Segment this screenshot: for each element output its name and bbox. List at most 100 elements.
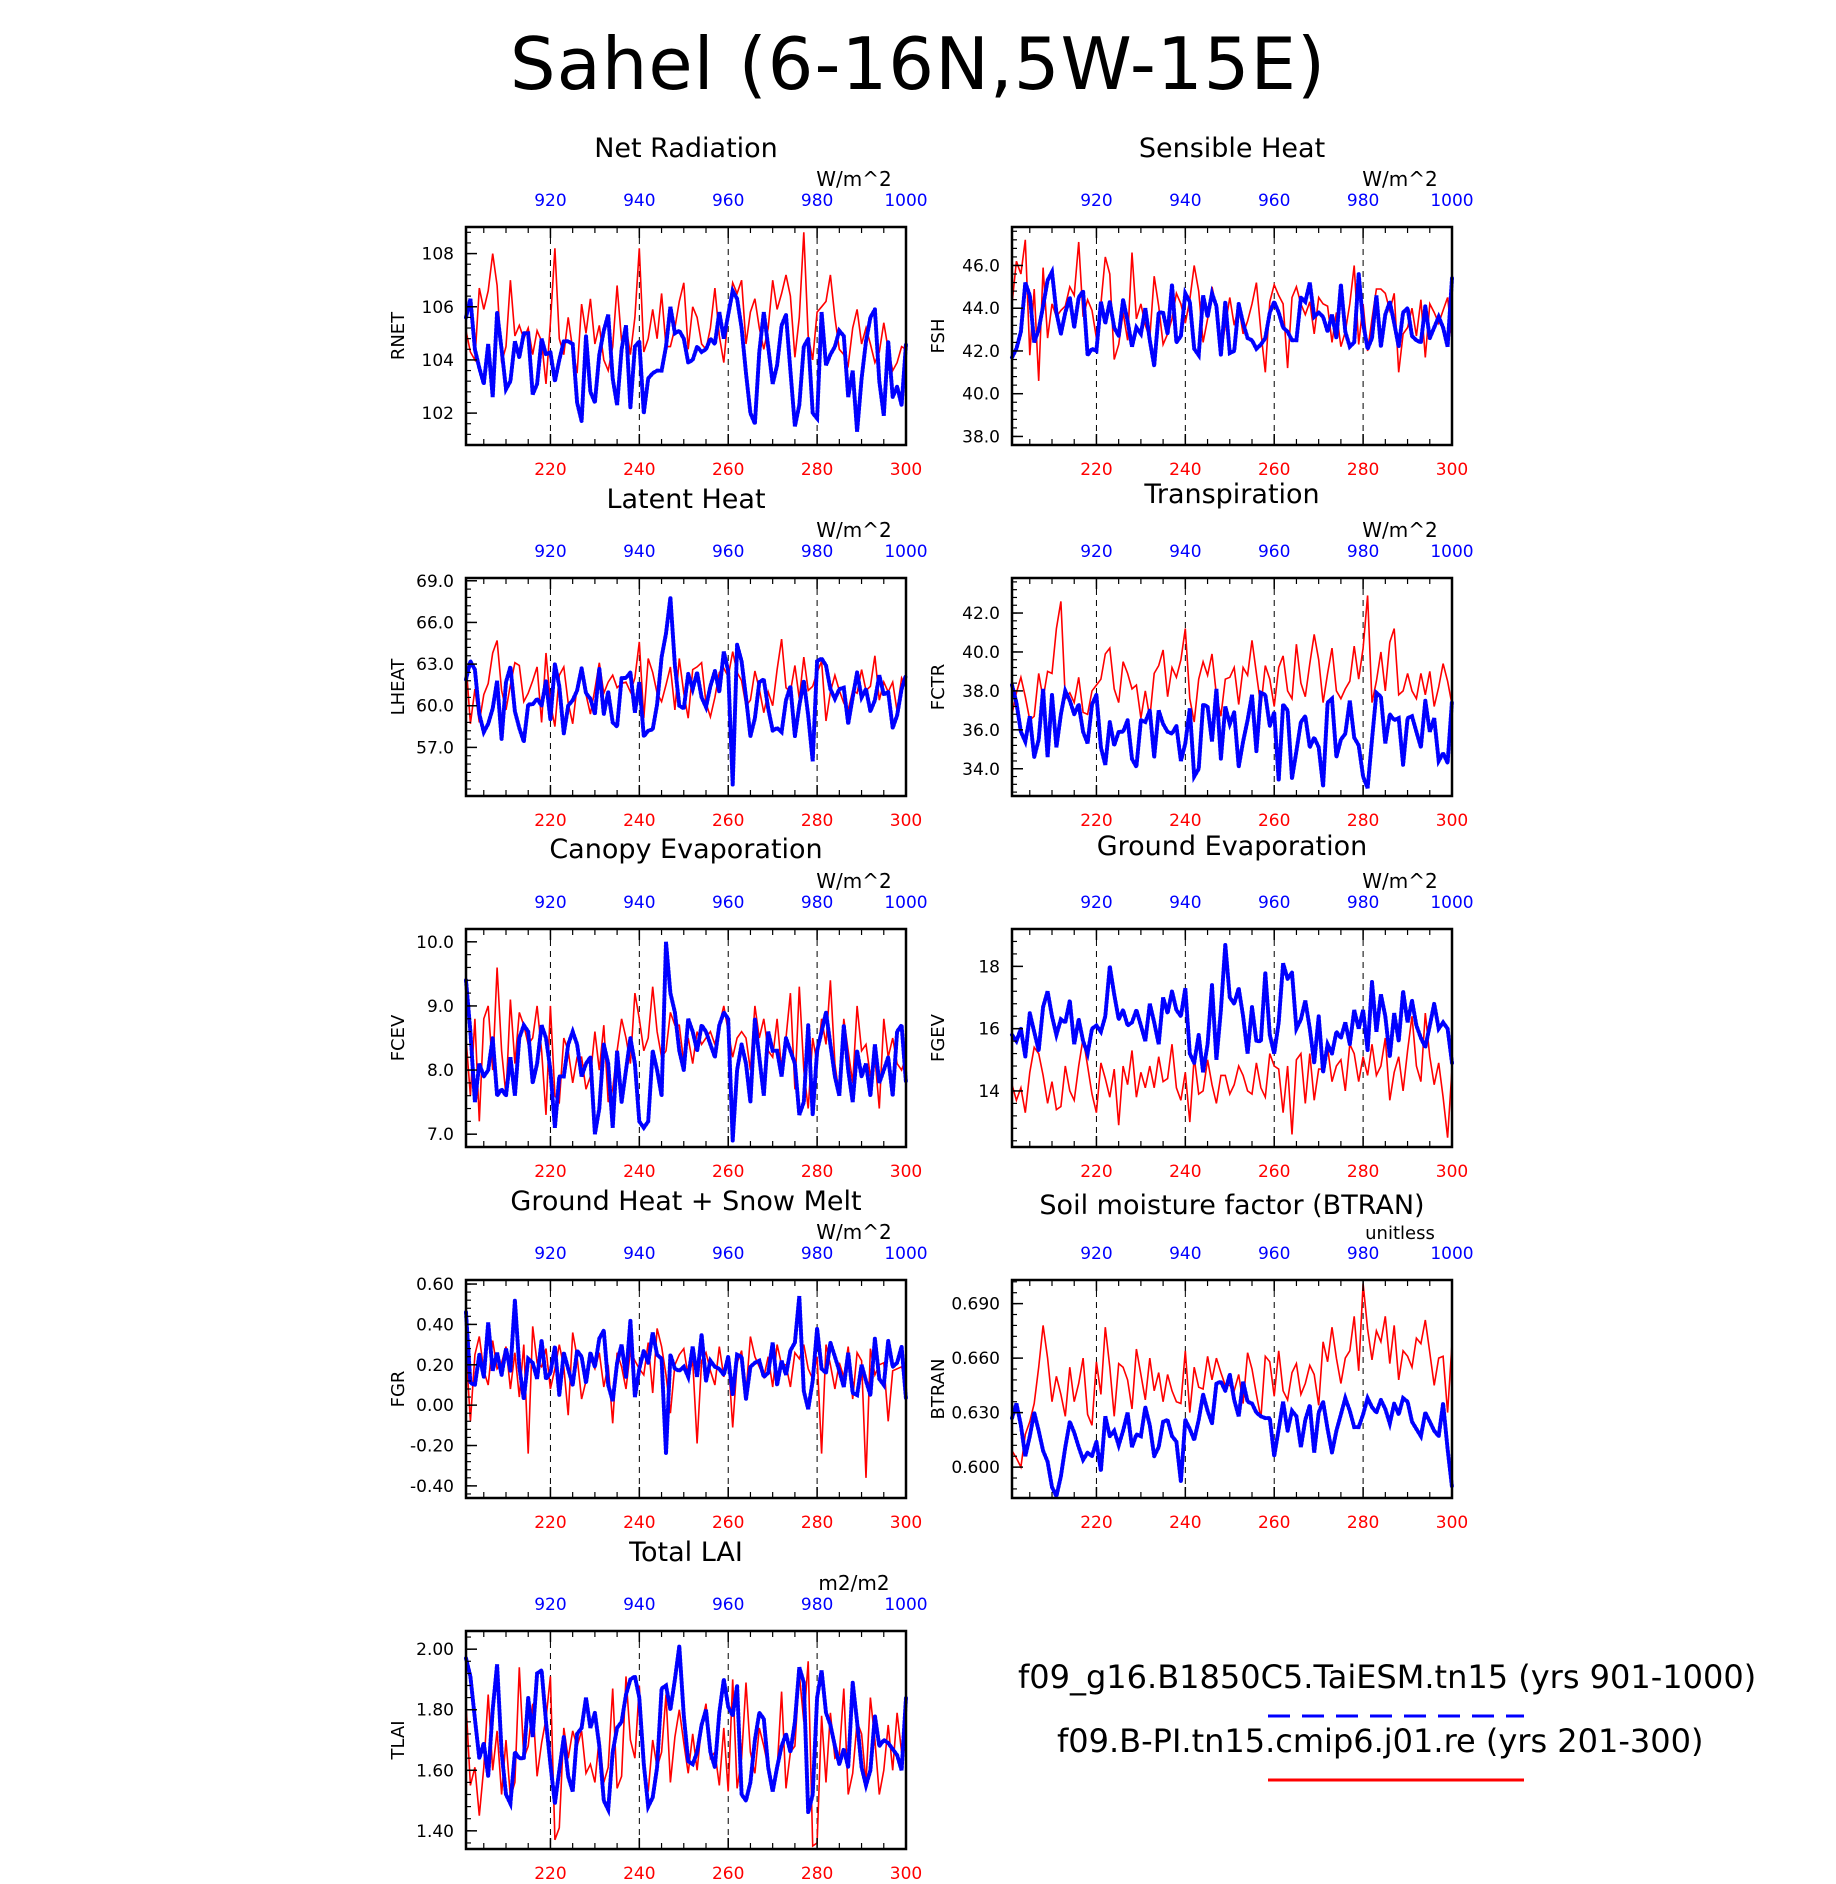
x-tick-label-bottom: 280 xyxy=(1347,1513,1379,1533)
x-tick-label-bottom: 240 xyxy=(623,460,655,480)
x-tick-label-top: 960 xyxy=(712,1595,744,1615)
legend-label-run1: f09_g16.B1850C5.TaiESM.tn15 (yrs 901-100… xyxy=(1018,1658,1757,1696)
page-title: Sahel (6-16N,5W-15E) xyxy=(509,22,1327,106)
x-tick-label-top: 980 xyxy=(1347,542,1379,562)
x-tick-label-bottom: 240 xyxy=(623,811,655,831)
units-label: W/m^2 xyxy=(816,869,891,893)
x-tick-label-top: 1000 xyxy=(1430,893,1473,913)
x-tick-label-bottom: 300 xyxy=(1436,460,1468,480)
x-tick-label-bottom: 260 xyxy=(712,1864,744,1884)
x-tick-label-top: 1000 xyxy=(884,542,927,562)
x-tick-label-bottom: 280 xyxy=(1347,811,1379,831)
x-tick-label-bottom: 240 xyxy=(1169,1162,1201,1182)
legend-label-run2: f09.B-PI.tn15.cmip6.j01.re (yrs 201-300) xyxy=(1057,1722,1704,1760)
x-tick-label-top: 920 xyxy=(1080,1244,1112,1264)
units-label: m2/m2 xyxy=(818,1571,889,1595)
y-tick-label: 10.0 xyxy=(416,933,454,953)
units-label: W/m^2 xyxy=(1362,518,1437,542)
y-axis-label: FCTR xyxy=(928,664,949,710)
x-tick-label-top: 980 xyxy=(801,542,833,562)
y-axis-label: BTRAN xyxy=(928,1359,949,1420)
x-tick-label-bottom: 220 xyxy=(534,1162,566,1182)
units-label: W/m^2 xyxy=(816,518,891,542)
x-tick-label-top: 940 xyxy=(1169,893,1201,913)
y-tick-label: 40.0 xyxy=(962,643,1000,663)
x-tick-label-top: 980 xyxy=(801,1244,833,1264)
x-tick-label-top: 960 xyxy=(1258,542,1290,562)
x-tick-label-bottom: 220 xyxy=(1080,460,1112,480)
x-tick-label-bottom: 240 xyxy=(1169,811,1201,831)
x-tick-label-top: 920 xyxy=(534,542,566,562)
series-line-blue xyxy=(464,597,908,785)
units-label: W/m^2 xyxy=(1362,869,1437,893)
x-tick-label-bottom: 300 xyxy=(890,811,922,831)
series-line-blue xyxy=(464,1645,908,1818)
y-tick-label: 66.0 xyxy=(416,613,454,633)
series-line-blue xyxy=(1010,1373,1454,1503)
x-tick-label-bottom: 220 xyxy=(1080,1162,1112,1182)
chart-title: Latent Heat xyxy=(606,484,765,515)
y-tick-label: 0.630 xyxy=(951,1404,1000,1424)
series-line-blue xyxy=(1010,944,1454,1073)
plot-frame xyxy=(464,1278,908,1500)
x-tick-label-bottom: 220 xyxy=(534,1864,566,1884)
legend-entry-run2: f09.B-PI.tn15.cmip6.j01.re (yrs 201-300) xyxy=(1057,1722,1703,1760)
chart-panel-fcev: Canopy Evaporation 7.0 8.0 9.0 10.0 FCEV 220 24… xyxy=(388,834,928,1182)
y-tick-label: 38.0 xyxy=(962,682,1000,702)
x-tick-label-bottom: 260 xyxy=(1258,460,1290,480)
chart-panel-btran: Soil moisture factor (BTRAN) 0.600 0.630 0.… xyxy=(928,1190,1474,1533)
y-tick-label: 42.0 xyxy=(962,604,1000,624)
y-tick-label: 1.80 xyxy=(416,1701,454,1721)
x-tick-label-top: 940 xyxy=(623,542,655,562)
x-tick-label-bottom: 220 xyxy=(1080,811,1112,831)
chart-panel-fgr: Ground Heat + Snow Melt -0.40 -0.20 0.00 0.2… xyxy=(388,1186,928,1533)
y-tick-label: 16 xyxy=(978,1020,1000,1040)
x-tick-label-bottom: 240 xyxy=(1169,1513,1201,1533)
y-tick-label: -0.40 xyxy=(410,1477,454,1497)
series-line-red xyxy=(465,232,907,384)
x-tick-label-bottom: 240 xyxy=(1169,460,1201,480)
y-tick-label: 44.0 xyxy=(962,299,1000,319)
y-tick-label: 7.0 xyxy=(427,1125,454,1145)
y-tick-label: 38.0 xyxy=(962,427,1000,447)
y-axis-label: FSH xyxy=(928,319,949,354)
y-tick-label: 0.20 xyxy=(416,1356,454,1376)
x-tick-label-bottom: 300 xyxy=(890,1864,922,1884)
x-tick-label-bottom: 260 xyxy=(1258,811,1290,831)
y-tick-label: 57.0 xyxy=(416,738,454,758)
chart-panel-fctr: Transpiration 34.0 36.0 38.0 40.0 42.0 FCTR 220… xyxy=(928,479,1474,831)
x-tick-label-bottom: 260 xyxy=(1258,1162,1290,1182)
x-tick-label-top: 920 xyxy=(534,1595,566,1615)
plot-frame xyxy=(1010,576,1454,798)
x-tick-label-bottom: 300 xyxy=(1436,1162,1468,1182)
x-tick-label-top: 960 xyxy=(712,893,744,913)
chart-title: Transpiration xyxy=(1143,479,1319,510)
y-tick-label: -0.20 xyxy=(410,1437,454,1457)
units-label: W/m^2 xyxy=(1362,167,1437,191)
x-tick-label-top: 920 xyxy=(534,893,566,913)
x-tick-label-top: 980 xyxy=(1347,1244,1379,1264)
x-tick-label-top: 940 xyxy=(1169,1244,1201,1264)
chart-panel-fgev: Ground Evaporation 14 16 18 FGEV 220 240 260 280… xyxy=(928,831,1474,1182)
x-tick-label-bottom: 280 xyxy=(801,1513,833,1533)
plot-frame xyxy=(1010,225,1454,447)
y-tick-label: 2.00 xyxy=(416,1640,454,1660)
units-label: W/m^2 xyxy=(816,1220,891,1244)
x-tick-label-bottom: 240 xyxy=(623,1513,655,1533)
x-tick-label-bottom: 240 xyxy=(623,1162,655,1182)
x-tick-label-bottom: 300 xyxy=(890,1513,922,1533)
y-tick-label: 0.660 xyxy=(951,1349,1000,1369)
x-tick-label-bottom: 280 xyxy=(801,460,833,480)
y-axis-label: LHEAT xyxy=(388,658,409,716)
x-tick-label-top: 1000 xyxy=(884,893,927,913)
y-axis-label: TLAI xyxy=(388,1720,409,1760)
plot-frame xyxy=(1010,1278,1454,1500)
x-tick-label-top: 920 xyxy=(1080,542,1112,562)
x-tick-label-bottom: 220 xyxy=(534,460,566,480)
y-tick-label: 8.0 xyxy=(427,1061,454,1081)
chart-panel-fsh: Sensible Heat 38.0 40.0 42.0 44.0 46.0 FSH 220 2… xyxy=(928,133,1474,480)
x-tick-label-top: 940 xyxy=(1169,542,1201,562)
x-tick-label-top: 1000 xyxy=(1430,1244,1473,1264)
x-tick-label-top: 1000 xyxy=(884,191,927,211)
